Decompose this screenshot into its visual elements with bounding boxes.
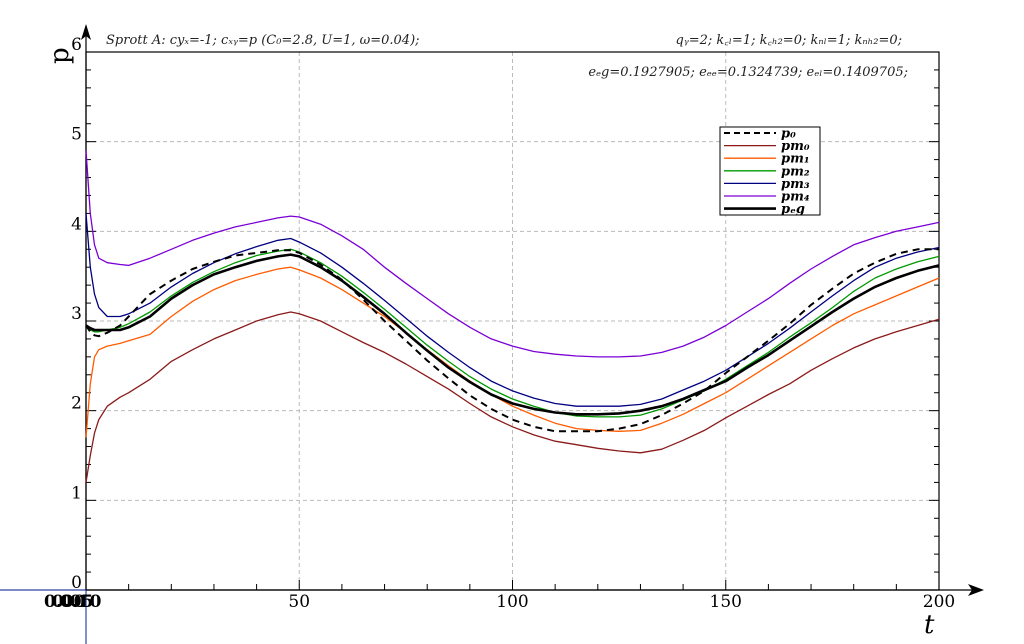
x-tick-label: 50: [288, 592, 310, 612]
legend-label-5: pm₃: [781, 177, 810, 192]
y-tick-label: 5: [71, 125, 82, 145]
series-line-2: [85, 311, 940, 483]
x-origin-label: 0.10: [60, 592, 102, 612]
legend-label-4: pm₂: [781, 164, 810, 179]
chart-subtitle-errors: eₑg=0.1927905; eₑₑ=0.1324739; eₑₗ=0.1409…: [588, 65, 908, 80]
x-axis-arrow: [968, 584, 984, 596]
x-tick-label: 100: [496, 592, 528, 612]
y-tick-label: 6: [71, 35, 82, 55]
y-tick-label: 0: [71, 573, 82, 593]
legend-label-6: pm₄: [781, 190, 810, 205]
chart-title-params: qᵧ=2; k꜀ₗ=1; k꜀ₕ₂=0; kₙₗ=1; kₙₕ₂=0;: [676, 33, 903, 48]
series-line-4: [85, 248, 940, 418]
y-tick-labels: 0 1 2 3 4 5 6: [71, 35, 82, 593]
chart-title: Sprott A: cyₓ=-1; cₓᵧ=p (C₀=2.8, U=1, ω=…: [106, 33, 420, 48]
x-tick-labels: 50 100 150 200 0.000.050.10: [44, 592, 955, 612]
y-axis-label: p: [45, 47, 75, 64]
series-line-6: [85, 150, 940, 358]
legend-label-2: pm₀: [781, 139, 810, 154]
x-origin-label: 0.05: [52, 592, 93, 612]
axes: [0, 24, 984, 644]
y-tick-label: 2: [71, 394, 82, 414]
series-line-7: [85, 253, 940, 416]
y-axis-arrow: [81, 24, 91, 40]
y-tick-label: 4: [71, 214, 82, 234]
x-tick-label: 200: [923, 592, 955, 612]
y-tick-label: 1: [71, 483, 82, 503]
series-line-1: [85, 248, 939, 433]
x-origin-label: 0.00: [44, 592, 86, 612]
legend-label-3: pm₁: [781, 152, 810, 167]
x-axis-label: t: [924, 610, 935, 640]
series-lines: [85, 150, 940, 483]
series-line-5: [85, 213, 940, 407]
x-tick-label: 150: [710, 592, 742, 612]
legend-label-7: pₑg: [781, 202, 805, 217]
legend-label-1: p₀: [781, 127, 796, 142]
y-tick-label: 3: [71, 304, 82, 324]
